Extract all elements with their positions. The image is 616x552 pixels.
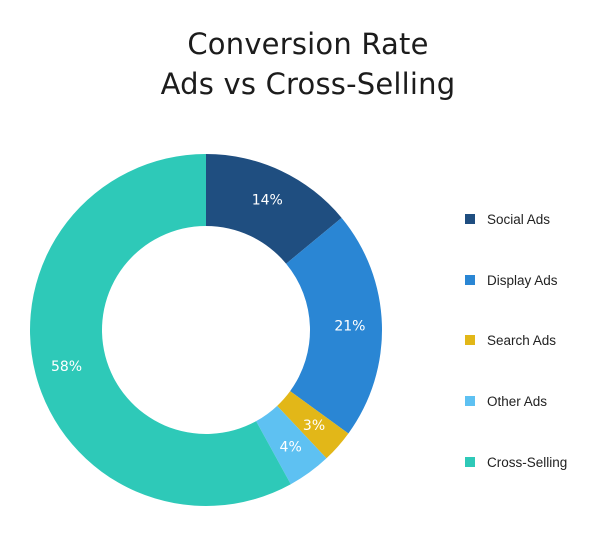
legend-swatch-icon: [465, 396, 475, 406]
donut-slice-social-ads[interactable]: [206, 154, 342, 264]
legend-label: Social Ads: [487, 211, 551, 227]
legend-swatch-icon: [465, 214, 475, 224]
slice-value-label: 3%: [303, 418, 325, 434]
legend-swatch-icon: [465, 275, 475, 285]
legend-swatch-icon: [465, 457, 475, 467]
legend-label: Search Ads: [487, 332, 557, 348]
donut-slice-display-ads[interactable]: [286, 217, 382, 434]
legend-label: Cross-Selling: [487, 454, 568, 470]
donut-slice-cross-selling[interactable]: [30, 154, 291, 506]
legend-item-other-ads[interactable]: Other Ads: [465, 391, 547, 411]
donut-slices: [30, 154, 382, 506]
donut-slice-labels: 14% 21% 3%4% 58%: [51, 193, 366, 456]
donut-slice-search-ads[interactable]: [277, 391, 349, 459]
slice-value-label: 58%: [51, 359, 82, 375]
slice-value-label: 14%: [252, 193, 283, 209]
chart-title-line-1: Conversion Rate: [187, 27, 429, 61]
legend-label: Display Ads: [487, 272, 558, 288]
slice-value-label: 21%: [334, 318, 365, 334]
legend-item-search-ads[interactable]: Search Ads: [465, 330, 556, 350]
donut-slice-other-ads[interactable]: [256, 405, 327, 485]
legend-label: Other Ads: [487, 393, 548, 409]
legend-item-display-ads[interactable]: Display Ads: [465, 270, 558, 290]
legend-item-cross-selling[interactable]: Cross-Selling: [465, 452, 567, 472]
slice-value-label: 4%: [280, 439, 302, 455]
legend-item-social-ads[interactable]: Social Ads: [465, 209, 550, 229]
chart-title-line-2: Ads vs Cross-Selling: [160, 67, 456, 101]
legend-swatch-icon: [465, 335, 475, 345]
chart-title: Conversion Rate Ads vs Cross-Selling: [0, 24, 616, 104]
